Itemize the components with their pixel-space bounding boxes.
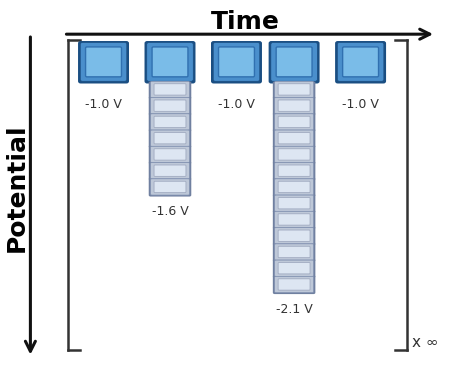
FancyBboxPatch shape bbox=[272, 129, 315, 148]
FancyBboxPatch shape bbox=[148, 145, 191, 164]
FancyBboxPatch shape bbox=[277, 246, 309, 258]
FancyBboxPatch shape bbox=[150, 114, 189, 130]
Text: Time: Time bbox=[211, 10, 279, 34]
FancyBboxPatch shape bbox=[274, 276, 313, 292]
FancyBboxPatch shape bbox=[277, 262, 309, 274]
FancyBboxPatch shape bbox=[154, 84, 185, 95]
FancyBboxPatch shape bbox=[211, 41, 262, 84]
FancyBboxPatch shape bbox=[277, 165, 309, 176]
FancyBboxPatch shape bbox=[277, 84, 309, 95]
FancyBboxPatch shape bbox=[213, 42, 259, 81]
FancyBboxPatch shape bbox=[274, 130, 313, 146]
FancyBboxPatch shape bbox=[272, 259, 315, 278]
FancyBboxPatch shape bbox=[148, 96, 191, 115]
FancyBboxPatch shape bbox=[274, 114, 313, 130]
FancyBboxPatch shape bbox=[148, 112, 191, 132]
FancyBboxPatch shape bbox=[274, 228, 313, 244]
FancyBboxPatch shape bbox=[274, 98, 313, 114]
FancyBboxPatch shape bbox=[144, 41, 195, 84]
FancyBboxPatch shape bbox=[274, 163, 313, 179]
FancyBboxPatch shape bbox=[154, 116, 185, 128]
FancyBboxPatch shape bbox=[272, 96, 315, 115]
FancyBboxPatch shape bbox=[272, 275, 315, 294]
FancyBboxPatch shape bbox=[274, 81, 313, 98]
FancyBboxPatch shape bbox=[336, 42, 383, 81]
FancyBboxPatch shape bbox=[272, 178, 315, 197]
FancyBboxPatch shape bbox=[148, 162, 191, 180]
FancyBboxPatch shape bbox=[147, 42, 193, 81]
FancyBboxPatch shape bbox=[277, 116, 309, 128]
FancyBboxPatch shape bbox=[154, 100, 185, 111]
FancyBboxPatch shape bbox=[277, 198, 309, 209]
FancyBboxPatch shape bbox=[154, 149, 185, 160]
FancyBboxPatch shape bbox=[78, 41, 129, 84]
FancyBboxPatch shape bbox=[154, 165, 185, 176]
FancyBboxPatch shape bbox=[272, 194, 315, 213]
FancyBboxPatch shape bbox=[272, 210, 315, 229]
FancyBboxPatch shape bbox=[274, 244, 313, 260]
FancyBboxPatch shape bbox=[272, 226, 315, 245]
FancyBboxPatch shape bbox=[268, 41, 319, 84]
Text: -2.1 V: -2.1 V bbox=[275, 303, 312, 316]
FancyBboxPatch shape bbox=[154, 132, 185, 144]
FancyBboxPatch shape bbox=[154, 181, 185, 193]
FancyBboxPatch shape bbox=[150, 130, 189, 146]
FancyBboxPatch shape bbox=[277, 100, 309, 111]
FancyBboxPatch shape bbox=[272, 162, 315, 180]
FancyBboxPatch shape bbox=[277, 230, 309, 242]
FancyBboxPatch shape bbox=[148, 129, 191, 148]
FancyBboxPatch shape bbox=[274, 195, 313, 211]
FancyBboxPatch shape bbox=[274, 146, 313, 163]
FancyBboxPatch shape bbox=[277, 181, 309, 193]
FancyBboxPatch shape bbox=[270, 42, 317, 81]
FancyBboxPatch shape bbox=[148, 178, 191, 197]
FancyBboxPatch shape bbox=[277, 214, 309, 225]
FancyBboxPatch shape bbox=[150, 163, 189, 179]
FancyBboxPatch shape bbox=[80, 42, 127, 81]
FancyBboxPatch shape bbox=[148, 80, 191, 99]
FancyBboxPatch shape bbox=[85, 47, 121, 77]
FancyBboxPatch shape bbox=[277, 279, 309, 290]
FancyBboxPatch shape bbox=[150, 81, 189, 98]
FancyBboxPatch shape bbox=[150, 98, 189, 114]
FancyBboxPatch shape bbox=[277, 149, 309, 160]
FancyBboxPatch shape bbox=[272, 145, 315, 164]
Text: -1.6 V: -1.6 V bbox=[151, 205, 188, 218]
FancyBboxPatch shape bbox=[150, 146, 189, 163]
FancyBboxPatch shape bbox=[334, 41, 385, 84]
FancyBboxPatch shape bbox=[342, 47, 377, 77]
Text: Potential: Potential bbox=[5, 123, 29, 252]
FancyBboxPatch shape bbox=[277, 132, 309, 144]
FancyBboxPatch shape bbox=[218, 47, 254, 77]
Text: -1.0 V: -1.0 V bbox=[85, 98, 122, 111]
FancyBboxPatch shape bbox=[272, 243, 315, 262]
FancyBboxPatch shape bbox=[152, 47, 188, 77]
FancyBboxPatch shape bbox=[274, 179, 313, 195]
FancyBboxPatch shape bbox=[274, 260, 313, 276]
Text: -1.0 V: -1.0 V bbox=[341, 98, 378, 111]
Text: -1.0 V: -1.0 V bbox=[217, 98, 254, 111]
FancyBboxPatch shape bbox=[150, 179, 189, 195]
FancyBboxPatch shape bbox=[272, 112, 315, 132]
Text: x ∞: x ∞ bbox=[411, 335, 437, 350]
FancyBboxPatch shape bbox=[276, 47, 311, 77]
FancyBboxPatch shape bbox=[272, 80, 315, 99]
FancyBboxPatch shape bbox=[274, 211, 313, 228]
